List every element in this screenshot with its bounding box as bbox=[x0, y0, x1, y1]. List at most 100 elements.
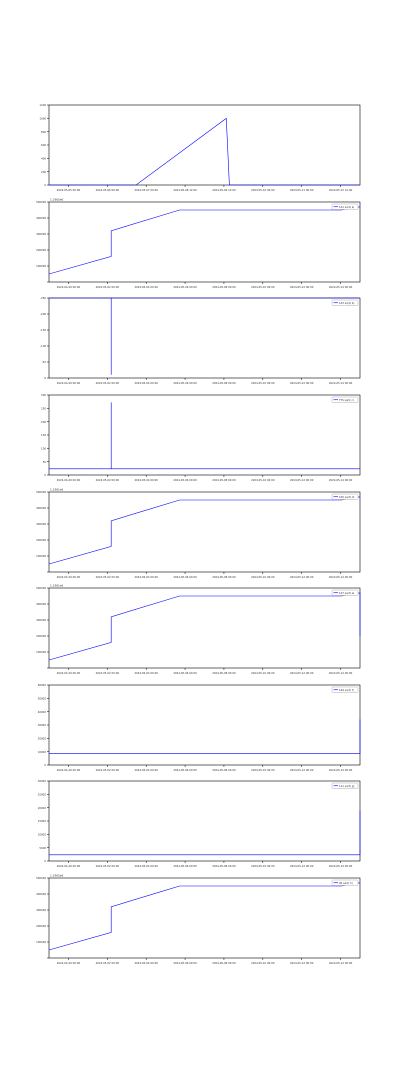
y-tick-label: 20000 bbox=[38, 737, 47, 741]
y-tick-label: 30000 bbox=[38, 779, 47, 783]
x-tick-label: 2024-04-29 00:00 bbox=[57, 864, 81, 868]
x-tick-label: 2024-05-02 00:00 bbox=[96, 768, 120, 772]
x-tick-label: 2024-04-29 00:00 bbox=[57, 671, 81, 675]
legend-label: 109 sqrt( f) bbox=[339, 688, 354, 692]
y-tick-label: 200000 bbox=[36, 924, 46, 928]
offset-text: 1.1965e6 bbox=[50, 874, 64, 878]
y-tick-label: 600 bbox=[41, 143, 46, 147]
x-tick-label: 2024-05-04 00:00 bbox=[135, 768, 159, 772]
legend-label: 103 sqrt( b) bbox=[339, 301, 354, 305]
legend-box bbox=[331, 782, 359, 789]
y-tick-label: 400000 bbox=[36, 506, 46, 510]
x-tick-label: 2024-05-14 00:00 bbox=[329, 285, 353, 289]
chart-panel: 100000 200000 300000 400000 500000 2024-04-29… bbox=[36, 198, 361, 289]
x-tick-label: 2024-05-04 00:00 bbox=[135, 478, 159, 482]
y-tick-label: 100 bbox=[41, 447, 46, 451]
x-tick-label: 2024-05-04 00:00 bbox=[135, 961, 159, 965]
x-tick-label: 2024-05-10 00:00 bbox=[251, 285, 275, 289]
y-tick-label: 0 bbox=[44, 473, 46, 477]
x-tick-label: 2024-05-12 00:00 bbox=[290, 961, 314, 965]
y-tick-label: 100000 bbox=[36, 940, 46, 944]
series-line bbox=[48, 206, 361, 275]
y-tick-label: 1200 bbox=[39, 103, 46, 107]
series-line bbox=[49, 297, 360, 375]
legend-label: 111 sqrt( g) bbox=[339, 784, 354, 788]
y-tick-label: 500000 bbox=[36, 490, 46, 494]
y-tick-label: 5000 bbox=[39, 846, 46, 850]
x-tick-label: 2024-05-06 00:00 bbox=[173, 768, 197, 772]
legend-label: TTS sqrt( c) bbox=[339, 398, 354, 402]
plot-frame bbox=[48, 877, 361, 959]
plot-frame bbox=[48, 394, 361, 476]
plot-frame bbox=[48, 684, 361, 766]
chart-panel: 100000 200000 300000 400000 500000 2024-04-29… bbox=[36, 584, 361, 675]
x-tick-label: 2024-04-29 00:00 bbox=[57, 961, 81, 965]
x-tick-label: 2024-04-29 00:00 bbox=[57, 285, 81, 289]
x-tick-label: 2024-05-10 00:00 bbox=[251, 478, 275, 482]
y-tick-label: 800 bbox=[41, 130, 46, 134]
y-tick-label: 300000 bbox=[36, 618, 46, 622]
x-tick-label: 2024-05-08 00:00 bbox=[212, 381, 236, 385]
legend-label: 101 sqrt( a) bbox=[339, 205, 354, 209]
plot-frame bbox=[48, 491, 361, 573]
legend-box bbox=[331, 879, 359, 886]
x-tick-label: 2024-05-08 00:00 bbox=[212, 961, 236, 965]
chart-panel: 100000 200000 300000 400000 500000 2024-04-29… bbox=[36, 874, 361, 965]
y-tick-label: 250 bbox=[41, 407, 46, 411]
y-tick-label: -150 bbox=[40, 328, 46, 332]
x-tick-label: 2024-05-10 00:00 bbox=[251, 381, 275, 385]
legend-label: 90 sqrt( h) bbox=[339, 881, 353, 885]
y-tick-label: 500000 bbox=[36, 200, 46, 204]
chart-panel: 0 -50 -100 -150 -200 -250 2024-04-29 00:00 2024… bbox=[40, 296, 361, 385]
x-tick-label: 2024-05-14 00:00 bbox=[329, 671, 353, 675]
y-tick-label: 10000 bbox=[38, 833, 47, 837]
x-tick-label: 2024-05-06 00:00 bbox=[173, 381, 197, 385]
x-tick-label: 2024-05-06 00:00 bbox=[173, 864, 197, 868]
y-tick-label: 50 bbox=[43, 460, 47, 464]
y-tick-label: 200 bbox=[41, 420, 46, 424]
x-tick-label: 2024-05-12 00:00 bbox=[290, 768, 314, 772]
y-tick-label: -250 bbox=[40, 296, 46, 300]
series-line bbox=[48, 496, 361, 565]
y-tick-label: 0 bbox=[44, 859, 46, 863]
x-tick-label: 2024-05-06 00:00 bbox=[173, 285, 197, 289]
x-tick-label: 2024-05-02 00:00 bbox=[96, 381, 120, 385]
x-tick-label: 2024-05-14 00:00 bbox=[329, 381, 353, 385]
x-tick-label: 2024-05-08 00:00 bbox=[212, 768, 236, 772]
x-tick-label: 2024-05-08 00:00 bbox=[212, 285, 236, 289]
x-tick-label: 2024-05-04 00:00 bbox=[135, 285, 159, 289]
y-tick-label: 60000 bbox=[38, 683, 47, 687]
x-tick-label: 2024-04-29 00:00 bbox=[57, 478, 81, 482]
y-tick-label: 50000 bbox=[38, 697, 47, 701]
y-tick-label: 15000 bbox=[38, 819, 47, 823]
legend-box bbox=[331, 589, 359, 596]
x-tick-label: 2024-05-05 00:00 bbox=[57, 188, 81, 192]
chart-panel: 0 5000 10000 15000 20000 25000 30000 2024-04-29… bbox=[38, 779, 361, 868]
x-tick-label: 2024-05-08 00:00 bbox=[212, 575, 236, 579]
legend-box bbox=[331, 686, 359, 693]
x-tick-label: 2024-05-14 00:00 bbox=[329, 864, 353, 868]
legend-box bbox=[331, 493, 359, 500]
y-tick-label: 0 bbox=[44, 376, 46, 380]
x-tick-label: 2024-05-06 00:00 bbox=[173, 961, 197, 965]
y-tick-label: 200000 bbox=[36, 248, 46, 252]
x-tick-label: 2024-05-06 00:00 bbox=[173, 671, 197, 675]
y-tick-label: 200 bbox=[41, 170, 46, 174]
y-tick-label: 400 bbox=[41, 157, 46, 161]
offset-text: 1.1961e6 bbox=[50, 488, 64, 492]
x-tick-label: 2024-05-14 00:00 bbox=[329, 961, 353, 965]
y-tick-label: 0 bbox=[44, 183, 46, 187]
offset-text: 1.1965e6 bbox=[50, 198, 64, 202]
y-tick-label: 30000 bbox=[38, 723, 47, 727]
x-tick-label: 2024-05-06 00:00 bbox=[173, 575, 197, 579]
x-tick-label: 2024-05-09 12:00 bbox=[212, 188, 236, 192]
x-tick-label: 2024-05-08 00:00 bbox=[212, 671, 236, 675]
chart-panel: 0 50 100 150 200 250 300 2024-04-29 00:00 2024-0… bbox=[41, 393, 361, 482]
y-tick-label: 1000 bbox=[39, 117, 46, 121]
x-tick-label: 2024-05-14 00:00 bbox=[329, 478, 353, 482]
y-tick-label: 25000 bbox=[38, 793, 47, 797]
x-tick-label: 2024-05-08 00:00 bbox=[212, 478, 236, 482]
x-tick-label: 2024-05-02 00:00 bbox=[96, 671, 120, 675]
series-line bbox=[49, 810, 361, 856]
